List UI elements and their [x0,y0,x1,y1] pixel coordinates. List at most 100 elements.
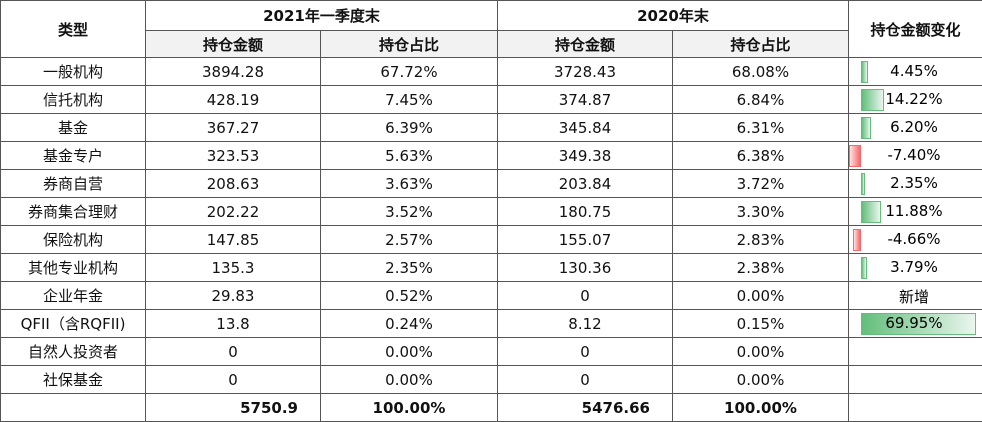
cell: 0.00% [673,338,849,366]
cell [1,394,146,422]
header-cell: 类型 [1,1,146,58]
cell: 券商集合理财 [1,198,146,226]
total-cell: 100.00% [673,394,849,422]
cell: 企业年金 [1,282,146,310]
cell: 自然人投资者 [1,338,146,366]
cell: 0 [498,366,673,394]
change-label: -7.40% [887,146,941,164]
cell [849,394,982,422]
change-label: 4.45% [890,62,938,80]
cell: 68.08% [673,58,849,86]
cell: 2.57% [321,226,498,254]
change-cell [849,170,982,198]
cell: 6.31% [673,114,849,142]
cell: 349.38 [498,142,673,170]
cell: 0.00% [673,366,849,394]
change-cell [849,254,982,282]
cell: 202.22 [146,198,321,226]
cell: 374.87 [498,86,673,114]
cell: 345.84 [498,114,673,142]
subheader-cell: 持仓占比 [321,31,498,58]
cell: 0.00% [321,338,498,366]
change-label: 14.22% [885,90,943,108]
cell: 135.3 [146,254,321,282]
data-bar [861,257,868,279]
cell: 0 [146,366,321,394]
data-bar [848,145,861,167]
cell: 29.83 [146,282,321,310]
cell: 信托机构 [1,86,146,114]
cell: 3728.43 [498,58,673,86]
change-label: 11.88% [885,202,943,220]
cell: 6.38% [673,142,849,170]
cell: 一般机构 [1,58,146,86]
cell: 6.39% [321,114,498,142]
change-label: 2.35% [890,174,938,192]
cell: 其他专业机构 [1,254,146,282]
cell: QFII（含RQFII) [1,310,146,338]
data-bar [861,173,865,195]
total-cell: 5476.66 [498,394,673,422]
data-bar [861,201,881,223]
data-bar [861,117,872,139]
cell: 367.27 [146,114,321,142]
data-bar [861,89,885,111]
cell: 428.19 [146,86,321,114]
cell: 3.52% [321,198,498,226]
change-label: 新增 [898,288,929,306]
cell: 6.84% [673,86,849,114]
cell: 5.63% [321,142,498,170]
cell: 67.72% [321,58,498,86]
change-cell [849,58,982,86]
header-cell: 2020年末 [498,1,849,31]
cell: 社保基金 [1,366,146,394]
change-cell [849,310,982,338]
cell: 0 [498,338,673,366]
cell: 3.63% [321,170,498,198]
total-cell: 100.00% [321,394,498,422]
data-bar [861,61,869,83]
cell: 0 [146,338,321,366]
cell: 3894.28 [146,58,321,86]
subheader-cell: 持仓金额 [146,31,321,58]
total-cell: 5750.9 [146,394,321,422]
cell: 0.52% [321,282,498,310]
subheader-cell: 持仓占比 [673,31,849,58]
cell: 3.72% [673,170,849,198]
cell: 0.24% [321,310,498,338]
cell: 券商自营 [1,170,146,198]
change-label: 6.20% [890,118,938,136]
change-label: -4.66% [887,230,941,248]
change-cell [849,366,982,394]
change-cell [849,142,982,170]
header-cell: 持仓金额变化 [849,1,982,58]
cell: 2.38% [673,254,849,282]
cell: 2.83% [673,226,849,254]
change-label: 69.95% [885,314,943,332]
cell: 130.36 [498,254,673,282]
cell: 147.85 [146,226,321,254]
cell: 保险机构 [1,226,146,254]
cell: 203.84 [498,170,673,198]
cell: 7.45% [321,86,498,114]
change-cell [849,226,982,254]
change-label: 3.79% [890,258,938,276]
header-cell: 2021年一季度末 [146,1,498,31]
change-cell [849,198,982,226]
change-cell [849,282,982,310]
change-cell [849,86,982,114]
change-cell [849,338,982,366]
cell: 180.75 [498,198,673,226]
change-cell [849,114,982,142]
data-bar [853,229,861,251]
cell: 3.30% [673,198,849,226]
cell: 2.35% [321,254,498,282]
cell: 0.00% [321,366,498,394]
cell: 0.15% [673,310,849,338]
cell: 基金专户 [1,142,146,170]
cell: 0.00% [673,282,849,310]
cell: 13.8 [146,310,321,338]
cell: 8.12 [498,310,673,338]
cell: 323.53 [146,142,321,170]
